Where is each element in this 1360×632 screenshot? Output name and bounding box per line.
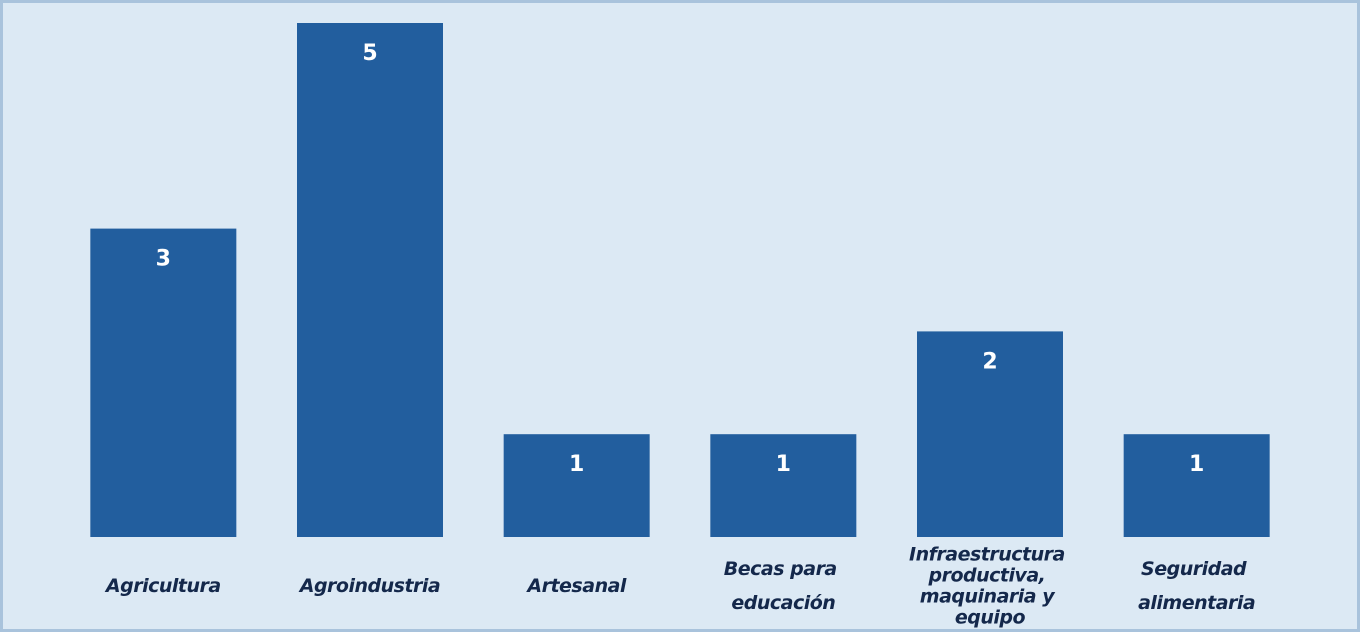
x-tick-label: Agricultura bbox=[104, 575, 221, 597]
value-label: 2 bbox=[982, 349, 997, 374]
bar bbox=[503, 434, 650, 537]
x-tick-label: Artesanal bbox=[525, 575, 627, 597]
x-tick-label: Seguridad alimentaria bbox=[1138, 558, 1255, 614]
x-tick-label: Becas para educación bbox=[724, 558, 843, 614]
bar bbox=[917, 331, 1063, 537]
bar bbox=[90, 228, 237, 537]
x-tick-label: Agroindustria bbox=[298, 575, 441, 597]
bar bbox=[297, 23, 443, 537]
bar bbox=[710, 434, 857, 537]
value-label: 1 bbox=[1189, 452, 1204, 477]
value-label: 3 bbox=[156, 247, 171, 272]
value-label: 1 bbox=[569, 452, 584, 477]
x-tick-label: Infraestructura productiva, maquinaria y… bbox=[909, 543, 1071, 628]
bar bbox=[1123, 434, 1270, 537]
value-label: 5 bbox=[362, 41, 377, 66]
value-label: 1 bbox=[776, 452, 791, 477]
